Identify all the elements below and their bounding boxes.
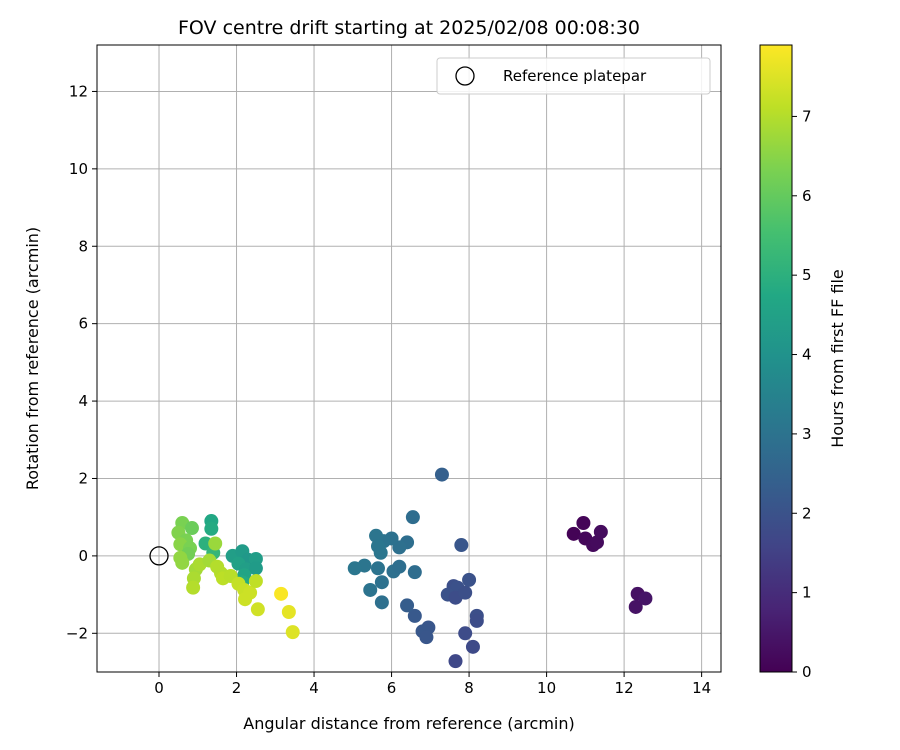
data-point bbox=[593, 524, 608, 539]
data-point bbox=[419, 630, 434, 645]
y-tick-label: 2 bbox=[78, 469, 88, 487]
colorbar-ticks: 0 1 2 3 4 5 6 7 bbox=[792, 107, 812, 681]
data-point bbox=[250, 602, 265, 617]
data-point bbox=[373, 545, 388, 560]
data-point bbox=[281, 605, 296, 620]
data-point bbox=[248, 561, 263, 576]
data-point bbox=[462, 572, 477, 587]
data-point bbox=[374, 595, 389, 610]
grid bbox=[97, 45, 721, 672]
data-point bbox=[638, 591, 653, 606]
data-point bbox=[285, 625, 300, 640]
y-axis-label: Rotation from reference (arcmin) bbox=[23, 227, 42, 490]
y-tick-label: −2 bbox=[66, 624, 88, 642]
data-point bbox=[469, 613, 484, 628]
y-tick-label: 12 bbox=[69, 82, 88, 100]
colorbar-label: Hours from first FF file bbox=[828, 269, 847, 448]
data-point bbox=[248, 574, 263, 589]
data-point bbox=[407, 608, 422, 623]
data-point bbox=[448, 654, 463, 669]
data-point bbox=[407, 565, 422, 580]
data-point bbox=[434, 467, 449, 482]
colorbar-tick-label: 1 bbox=[802, 584, 812, 602]
x-tick-label: 0 bbox=[154, 679, 164, 697]
x-tick-label: 4 bbox=[309, 679, 319, 697]
legend-entry-reference-platepar: Reference platepar bbox=[503, 67, 647, 85]
data-point bbox=[458, 585, 473, 600]
colorbar-tick-label: 3 bbox=[802, 425, 812, 443]
x-tick-label: 8 bbox=[464, 679, 474, 697]
scatter-points bbox=[171, 467, 653, 669]
x-tick-label: 12 bbox=[615, 679, 634, 697]
reference-platepar-marker bbox=[149, 546, 169, 566]
x-tick-label: 6 bbox=[387, 679, 397, 697]
x-axis-label: Angular distance from reference (arcmin) bbox=[243, 714, 574, 733]
x-tick-label: 2 bbox=[232, 679, 242, 697]
data-point bbox=[576, 515, 591, 530]
axis-ticks: 0 2 4 6 8 10 12 14 −2 0 2 4 6 8 10 12 bbox=[66, 82, 711, 697]
data-point bbox=[186, 580, 201, 595]
data-point bbox=[238, 592, 253, 607]
data-point bbox=[465, 639, 480, 654]
colorbar-tick-label: 5 bbox=[802, 266, 812, 284]
plot-frame bbox=[96, 44, 722, 673]
colorbar-gradient bbox=[759, 44, 793, 673]
data-point bbox=[369, 528, 384, 543]
x-tick-label: 14 bbox=[692, 679, 711, 697]
data-point bbox=[628, 599, 643, 614]
chart-title: FOV centre drift starting at 2025/02/08 … bbox=[178, 17, 640, 39]
colorbar-tick-label: 6 bbox=[802, 187, 812, 205]
data-point bbox=[198, 536, 213, 551]
colorbar-tick-label: 7 bbox=[802, 107, 812, 125]
x-tick-label: 10 bbox=[537, 679, 556, 697]
colorbar-tick-label: 2 bbox=[802, 504, 812, 522]
data-point bbox=[184, 521, 199, 536]
colorbar-tick-label: 0 bbox=[802, 663, 812, 681]
y-tick-label: 8 bbox=[78, 237, 88, 255]
y-tick-label: 4 bbox=[78, 392, 88, 410]
data-point bbox=[175, 555, 190, 570]
data-point bbox=[405, 510, 420, 525]
data-point bbox=[274, 586, 289, 601]
data-point bbox=[347, 561, 362, 576]
data-point bbox=[370, 561, 385, 576]
y-tick-label: 6 bbox=[78, 315, 88, 333]
data-point bbox=[204, 521, 219, 536]
data-point bbox=[392, 559, 407, 574]
y-tick-label: 0 bbox=[78, 547, 88, 565]
colorbar: 0 1 2 3 4 5 6 7 Hours from first FF file bbox=[759, 44, 847, 681]
data-point bbox=[566, 526, 581, 541]
legend-marker bbox=[455, 66, 475, 86]
colorbar-tick-label: 4 bbox=[802, 346, 812, 364]
data-point bbox=[374, 575, 389, 590]
legend: Reference platepar bbox=[436, 57, 711, 95]
legend-box bbox=[436, 57, 711, 95]
data-point bbox=[208, 536, 223, 551]
data-point bbox=[458, 626, 473, 641]
y-tick-label: 10 bbox=[69, 160, 88, 178]
data-point bbox=[454, 538, 469, 553]
data-point bbox=[400, 598, 415, 613]
data-point bbox=[363, 582, 378, 597]
